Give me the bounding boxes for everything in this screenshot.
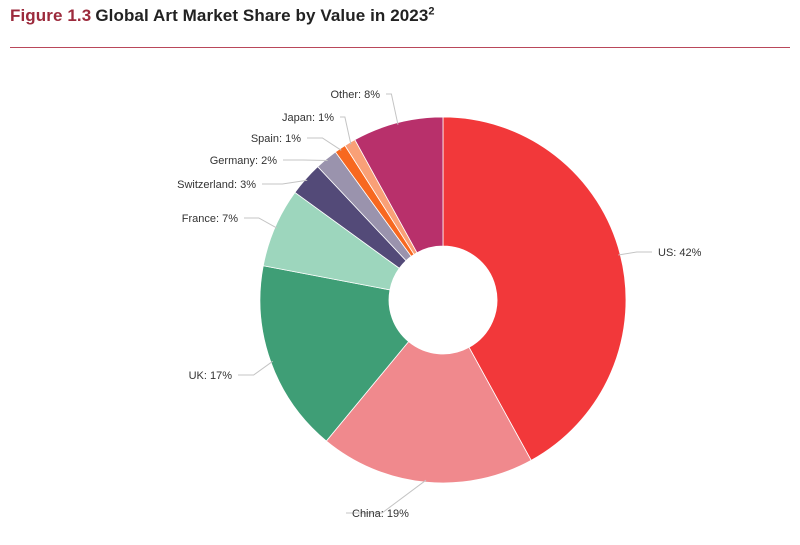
label-other: Other: 8% [330,89,380,101]
slice-other [354,116,444,254]
label-germany: Germany: 2% [210,155,277,167]
leader-line-us [618,251,652,256]
label-china: China: 19% [352,508,409,520]
chart-title: Figure 1.3 Global Art Market Share by Val… [10,6,435,26]
leader-line-uk [238,360,273,376]
label-japan: Japan: 1% [282,112,334,124]
label-spain: Spain: 1% [251,133,301,145]
leader-line-france [244,217,278,229]
leader-line-germany [283,159,328,162]
footnote-marker: 2 [428,5,435,18]
label-switzerland: Switzerland: 3% [177,179,256,191]
leader-line-group [238,93,652,514]
label-france: France: 7% [182,213,238,225]
leader-line-china [346,479,427,514]
title-divider [10,47,790,48]
label-group: US: 42% China: 19% UK: 17% France: 7% Switze… [177,89,702,520]
leader-line-japan [340,116,352,145]
leader-line-other [386,93,399,125]
slice-uk [259,265,410,442]
slice-group [259,116,627,484]
label-uk: UK: 17% [189,370,233,382]
label-us: US: 42% [658,247,702,259]
slice-china [325,341,532,484]
title-text: Global Art Market Share by Value in 2023 [95,6,429,25]
leader-line-switzerland [262,179,308,185]
leader-line-spain [307,137,342,151]
figure-number: Figure 1.3 [10,6,92,25]
slice-us [442,116,627,461]
